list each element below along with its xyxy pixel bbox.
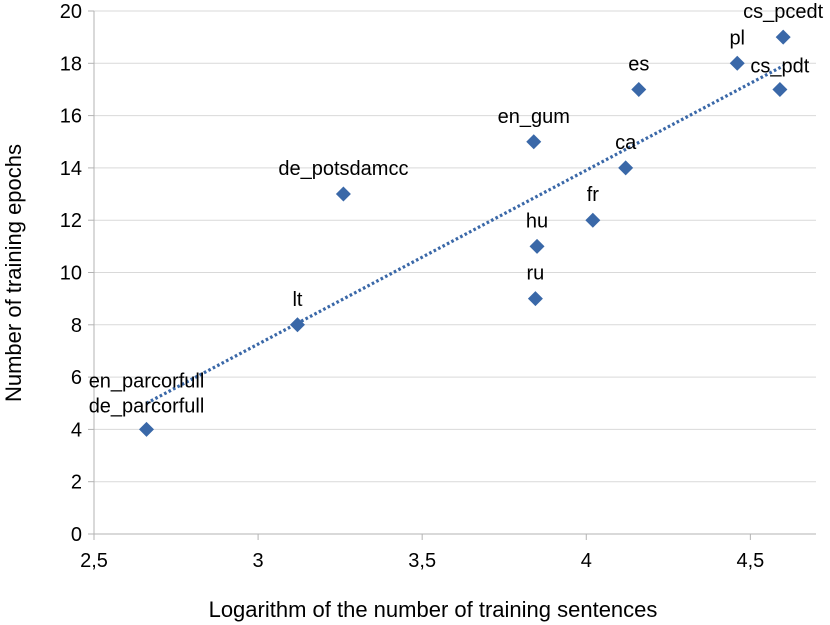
x-tick-label: 3,5 xyxy=(408,550,436,572)
trendline-line xyxy=(145,64,784,405)
y-tick-label: 20 xyxy=(60,1,82,23)
point-ru xyxy=(527,291,543,307)
x-axis-ticks: 2,5 3 3,5 4 4,5 xyxy=(80,534,764,572)
point-label-cs_pcedt: cs_pcedt xyxy=(743,1,823,23)
y-axis-title: Number of training epochs xyxy=(1,144,26,402)
point-ca xyxy=(618,160,634,176)
point-label-pl: pl xyxy=(729,27,745,49)
y-tick-label: 0 xyxy=(71,524,82,546)
x-tick-label: 4 xyxy=(581,550,592,572)
point-label-de_potsdamcc: de_potsdamcc xyxy=(278,158,408,180)
point-labels: en_parcorfull de_parcorfull lt de_potsdamcc… xyxy=(89,1,824,417)
y-tick-label: 2 xyxy=(71,472,82,494)
point-hu xyxy=(529,238,545,254)
y-axis-ticks: 0 2 4 6 8 10 12 14 16 18 20 xyxy=(60,1,94,546)
y-tick-label: 12 xyxy=(60,210,82,232)
point-es xyxy=(631,81,647,97)
y-tick-label: 14 xyxy=(60,158,82,180)
point-fr xyxy=(585,212,601,228)
y-tick-label: 8 xyxy=(71,315,82,337)
y-tick-label: 18 xyxy=(60,53,82,75)
y-tick-label: 6 xyxy=(71,367,82,389)
x-tick-label: 2,5 xyxy=(80,550,108,572)
y-tick-label: 16 xyxy=(60,106,82,128)
point-label-ru: ru xyxy=(527,263,545,285)
y-tick-label: 4 xyxy=(71,419,82,441)
point-label-de_parcorfull: de_parcorfull xyxy=(89,395,205,417)
point-label-en_parcorfull: en_parcorfull xyxy=(89,370,205,392)
x-tick-label: 4,5 xyxy=(736,550,764,572)
point-label-es: es xyxy=(628,53,649,75)
point-label-lt: lt xyxy=(292,289,302,311)
grid-lines xyxy=(94,10,816,483)
point-cs_pcedt xyxy=(775,29,791,45)
data-points xyxy=(139,29,791,437)
trendline xyxy=(145,64,784,405)
y-tick-label: 10 xyxy=(60,263,82,285)
point-lt xyxy=(289,317,305,333)
point-en_gum xyxy=(526,134,542,150)
point-label-hu: hu xyxy=(526,210,548,232)
point-label-cs_pdt: cs_pdt xyxy=(750,55,809,77)
point-label-ca: ca xyxy=(615,132,637,154)
x-axis-title: Logarithm of the number of training sent… xyxy=(209,597,658,622)
point-de_potsdamcc xyxy=(335,186,351,202)
point-pl xyxy=(729,55,745,71)
point-label-en_gum: en_gum xyxy=(498,106,570,128)
point-cs_pdt xyxy=(772,81,788,97)
x-tick-label: 3 xyxy=(253,550,264,572)
point-en_parcorfull xyxy=(139,421,155,437)
point-label-fr: fr xyxy=(587,184,600,206)
